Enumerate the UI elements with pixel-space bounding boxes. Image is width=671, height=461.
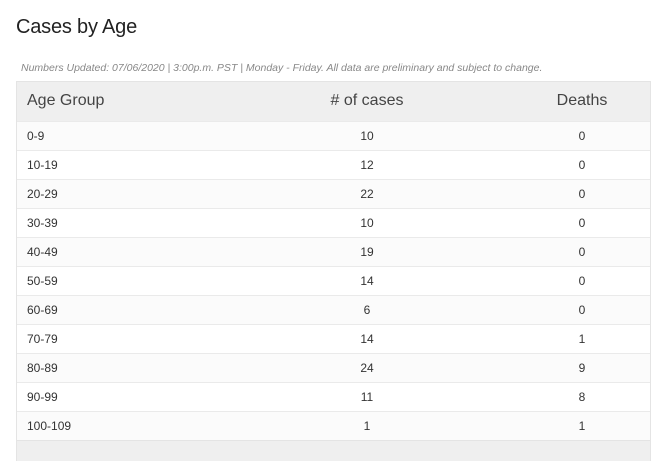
cell-cases: 6 bbox=[363, 302, 371, 317]
cell-deaths: 0 bbox=[578, 128, 586, 143]
cell-age-group: 0-9 bbox=[27, 128, 45, 143]
table-row: 10-19 12 0 bbox=[17, 150, 650, 179]
cell-age-group: 10-19 bbox=[27, 157, 58, 172]
cell-deaths: 0 bbox=[578, 157, 586, 172]
cell-age-group: 30-39 bbox=[27, 215, 58, 230]
header-deaths: Deaths bbox=[556, 92, 608, 110]
table-row: 20-29 22 0 bbox=[17, 179, 650, 208]
cell-age-group: 100-109 bbox=[27, 418, 72, 433]
table-row: 90-99 11 8 bbox=[17, 382, 650, 411]
table-row: 60-69 6 0 bbox=[17, 295, 650, 324]
header-age-group: Age Group bbox=[27, 92, 105, 110]
cell-deaths: 0 bbox=[578, 244, 586, 259]
cell-age-group: 20-29 bbox=[27, 186, 58, 201]
page-title: Cases by Age bbox=[16, 16, 138, 38]
cell-age-group: 80-89 bbox=[27, 360, 58, 375]
table-row: 100-109 1 1 bbox=[17, 411, 650, 440]
cell-deaths: 1 bbox=[578, 331, 586, 346]
table-row: 70-79 14 1 bbox=[17, 324, 650, 353]
cell-cases: 24 bbox=[360, 360, 374, 375]
cell-deaths: 8 bbox=[578, 389, 586, 404]
header-row: Age Group # of cases Deaths bbox=[17, 82, 650, 121]
cell-deaths: 0 bbox=[578, 186, 586, 201]
cell-deaths: 0 bbox=[578, 302, 586, 317]
cell-deaths: 0 bbox=[578, 215, 586, 230]
update-note: Numbers Updated: 07/06/2020 | 3:00p.m. P… bbox=[21, 62, 543, 74]
cell-age-group: 70-79 bbox=[27, 331, 58, 346]
cell-age-group: 50-59 bbox=[27, 273, 58, 288]
table-row: 40-49 19 0 bbox=[17, 237, 650, 266]
cell-cases: 10 bbox=[360, 215, 374, 230]
cell-cases: 14 bbox=[360, 331, 374, 346]
table-footer bbox=[17, 440, 650, 461]
table-body: 0-9 10 0 10-19 12 0 20-29 22 0 30-39 10 … bbox=[17, 121, 650, 440]
table-row: 0-9 10 0 bbox=[17, 121, 650, 150]
cases-by-age-table: Age Group # of cases Deaths 0-9 10 0 10-… bbox=[16, 81, 651, 461]
cell-deaths: 1 bbox=[578, 418, 586, 433]
cell-cases: 22 bbox=[360, 186, 374, 201]
cell-age-group: 40-49 bbox=[27, 244, 58, 259]
cell-deaths: 0 bbox=[578, 273, 586, 288]
cell-cases: 10 bbox=[360, 128, 374, 143]
cell-deaths: 9 bbox=[578, 360, 586, 375]
table-row: 50-59 14 0 bbox=[17, 266, 650, 295]
cell-cases: 12 bbox=[360, 157, 374, 172]
cell-cases: 14 bbox=[360, 273, 374, 288]
cell-age-group: 90-99 bbox=[27, 389, 58, 404]
cell-age-group: 60-69 bbox=[27, 302, 58, 317]
table-row: 80-89 24 9 bbox=[17, 353, 650, 382]
header-cases: # of cases bbox=[330, 92, 404, 110]
cases-table: Age Group # of cases Deaths 0-9 10 0 10-… bbox=[17, 82, 650, 440]
table-header: Age Group # of cases Deaths bbox=[17, 82, 650, 121]
cell-cases: 1 bbox=[363, 418, 371, 433]
cell-cases: 19 bbox=[360, 244, 374, 259]
cell-cases: 11 bbox=[360, 389, 374, 404]
table-row: 30-39 10 0 bbox=[17, 208, 650, 237]
